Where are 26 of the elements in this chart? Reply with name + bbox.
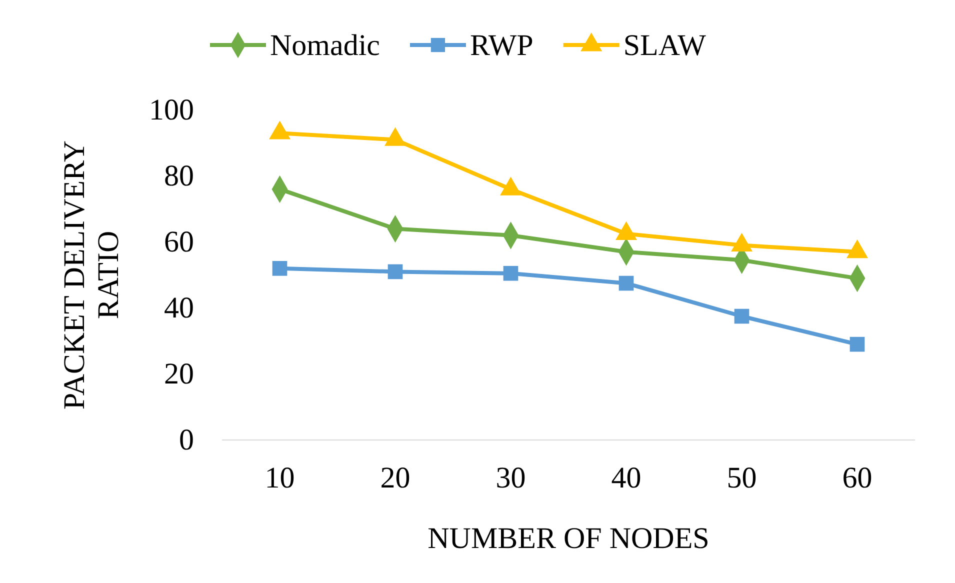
x-tick-label: 10 [264,461,295,494]
y-tick-label: 40 [164,292,194,325]
point [850,336,865,352]
y-tick-label: 100 [149,94,194,127]
point [384,127,406,146]
point [272,260,288,276]
y-tick-label: 20 [164,358,194,391]
x-tick-label: 30 [496,461,526,494]
x-tick-label: 20 [380,461,410,494]
x-tick-label: 40 [611,461,642,494]
point [618,276,634,291]
y-tick-label: 80 [164,160,194,193]
x-tick-label: 60 [842,461,872,494]
point [269,120,290,140]
point [500,176,522,196]
y-tick-label: 0 [179,424,194,457]
y-tick-label: 60 [164,226,194,259]
y-axis-title: PACKET DELIVERY RATIO [58,140,125,410]
legend-label: Nomadic [270,29,380,62]
point [734,308,750,324]
legend-label: SLAW [623,29,707,62]
x-axis-title: NUMBER OF NODES [428,522,710,555]
x-tick-label: 50 [726,461,757,494]
point [388,264,403,280]
point [503,266,518,281]
legend-label: RWP [470,29,534,62]
